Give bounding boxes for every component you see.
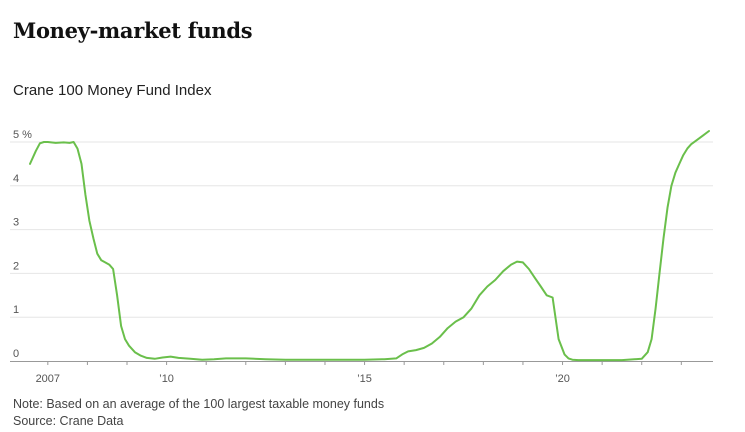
series-line-0	[29, 130, 710, 362]
x-tick-label-2010: ’10	[159, 373, 174, 385]
x-tick-label-2007: 2007	[36, 373, 60, 385]
grid-lines	[10, 141, 713, 318]
chart-title: Money-market funds	[13, 18, 253, 43]
series-layer	[29, 130, 710, 362]
y-tick-label-2: 2	[13, 260, 19, 272]
chart-source: Source: Crane Data	[13, 414, 124, 428]
x-tick-label-2015: ’15	[357, 373, 372, 385]
y-tick-label-1: 1	[13, 304, 19, 316]
y-tick-label-4: 4	[13, 173, 19, 185]
chart-note: Note: Based on an average of the 100 lar…	[13, 397, 385, 411]
y-tick-label-5: 5 %	[13, 129, 32, 141]
y-tick-label-3: 3	[13, 217, 19, 229]
y-tick-label-0: 0	[13, 348, 19, 360]
chart-subtitle: Crane 100 Money Fund Index	[13, 82, 212, 99]
x-tick-label-2020: ’20	[555, 373, 570, 385]
x-axis-tick-labels: 2007 ’10 ’15 ’20	[36, 373, 570, 385]
x-axis	[10, 361, 713, 365]
y-axis-tick-labels: 0 1 2 3 4 5 %	[13, 129, 32, 360]
